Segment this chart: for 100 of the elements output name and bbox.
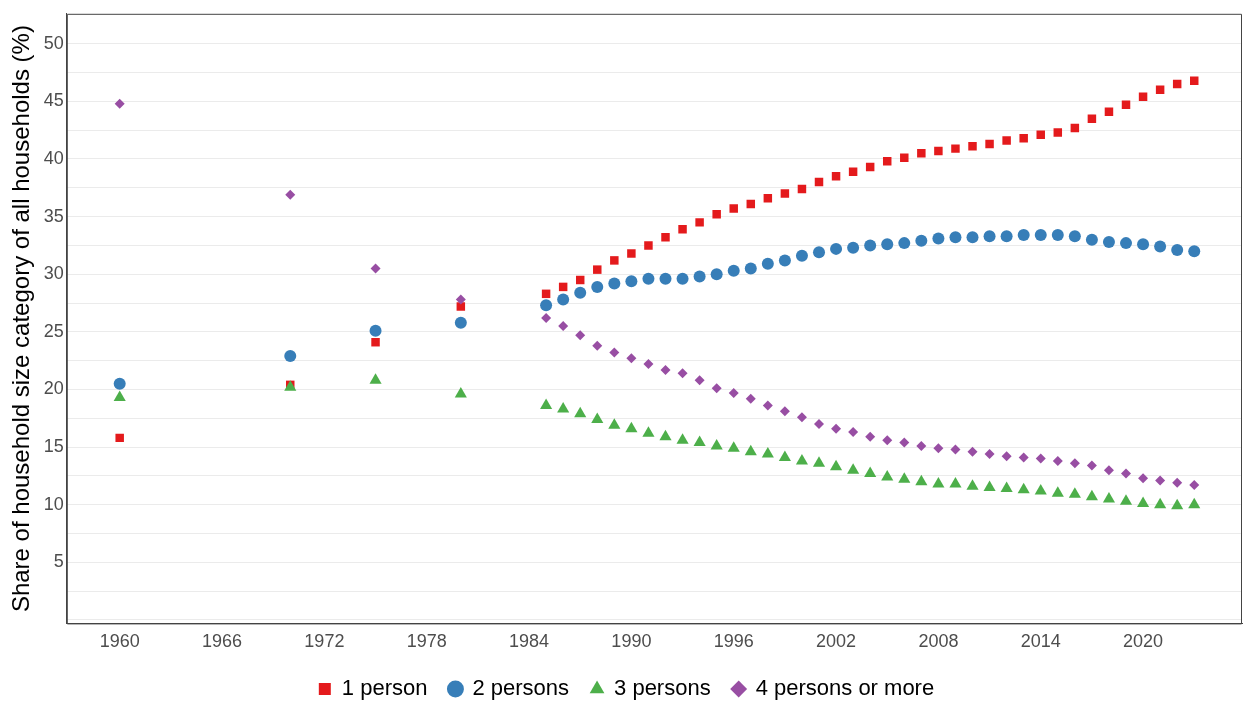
point — [847, 241, 860, 254]
point — [659, 429, 672, 441]
x-tick-label: 1978 — [406, 631, 447, 652]
point — [369, 324, 382, 337]
point — [608, 418, 621, 429]
point — [592, 340, 603, 351]
point — [812, 456, 826, 467]
point — [1172, 477, 1183, 488]
point — [745, 393, 756, 404]
point — [744, 444, 757, 456]
y-tick-label: 15 — [43, 436, 64, 457]
point — [1138, 473, 1149, 484]
x-tick-label: 1984 — [509, 631, 550, 652]
legend-label: 2 persons — [472, 675, 570, 701]
point — [951, 144, 960, 153]
point — [966, 479, 979, 490]
point — [575, 330, 586, 341]
point — [1034, 483, 1047, 495]
point — [558, 321, 569, 332]
point — [728, 387, 739, 398]
point — [1154, 240, 1167, 253]
point — [984, 449, 995, 459]
point — [678, 225, 687, 234]
point — [693, 270, 706, 283]
point — [1154, 497, 1167, 509]
point — [916, 440, 927, 451]
point — [796, 412, 807, 423]
point — [285, 189, 296, 200]
legend-label: 1 person — [341, 675, 428, 701]
y-axis-title: Share of household size category of all households (%) — [7, 25, 35, 613]
point — [625, 275, 638, 288]
point — [557, 293, 570, 306]
point — [284, 350, 297, 363]
point — [848, 427, 859, 438]
y-tick-label: 5 — [53, 551, 64, 572]
point — [761, 447, 774, 458]
point — [609, 347, 620, 358]
point — [1137, 496, 1150, 508]
x-tick-label: 2014 — [1020, 631, 1061, 652]
point — [915, 234, 928, 247]
point — [1017, 482, 1030, 494]
x-tick-label: 2020 — [1123, 631, 1164, 652]
point — [456, 302, 466, 311]
point — [660, 364, 671, 375]
point — [915, 474, 928, 486]
point — [371, 337, 380, 347]
point — [1068, 230, 1081, 243]
point — [1051, 229, 1064, 242]
point — [949, 231, 962, 244]
point — [932, 232, 945, 245]
point — [727, 441, 740, 452]
point — [574, 406, 587, 418]
point — [710, 438, 723, 450]
point — [644, 241, 653, 250]
point — [591, 280, 604, 293]
point — [983, 230, 996, 243]
point — [1188, 245, 1201, 258]
point — [1068, 487, 1081, 498]
point — [1000, 481, 1013, 493]
point — [1102, 235, 1115, 248]
x-tick-label: 1996 — [713, 631, 754, 652]
point — [454, 316, 467, 329]
point — [676, 272, 689, 285]
y-tick-label: 35 — [43, 205, 64, 226]
point — [659, 272, 672, 285]
point — [881, 470, 894, 481]
point — [933, 443, 944, 454]
point — [881, 238, 894, 251]
y-tick-label: 30 — [43, 263, 64, 284]
point — [1103, 465, 1114, 476]
point — [762, 400, 773, 411]
point — [934, 146, 943, 156]
point — [1155, 475, 1166, 486]
legend-label: 3 persons — [614, 675, 711, 701]
point — [1069, 458, 1080, 469]
point — [115, 433, 124, 443]
point — [983, 480, 996, 491]
x-tick-label: 2008 — [918, 631, 959, 652]
point — [830, 459, 843, 471]
point — [864, 466, 877, 478]
point — [847, 463, 860, 474]
point — [813, 246, 825, 259]
y-tick-label: 45 — [43, 90, 64, 111]
point — [455, 294, 466, 305]
y-tick-label: 50 — [43, 32, 64, 53]
point — [795, 453, 809, 465]
point — [695, 218, 704, 227]
point — [540, 299, 553, 312]
point — [1019, 134, 1028, 143]
point — [591, 412, 604, 423]
point — [608, 277, 621, 290]
y-tick-label: 40 — [43, 147, 64, 168]
x-tick-label: 1960 — [99, 631, 140, 652]
point — [1034, 229, 1047, 242]
y-tick-label: 20 — [43, 378, 64, 399]
point — [711, 383, 722, 394]
point — [882, 157, 892, 166]
point — [968, 142, 977, 151]
legend-label: 4 persons or more — [755, 675, 935, 701]
point — [831, 423, 842, 434]
